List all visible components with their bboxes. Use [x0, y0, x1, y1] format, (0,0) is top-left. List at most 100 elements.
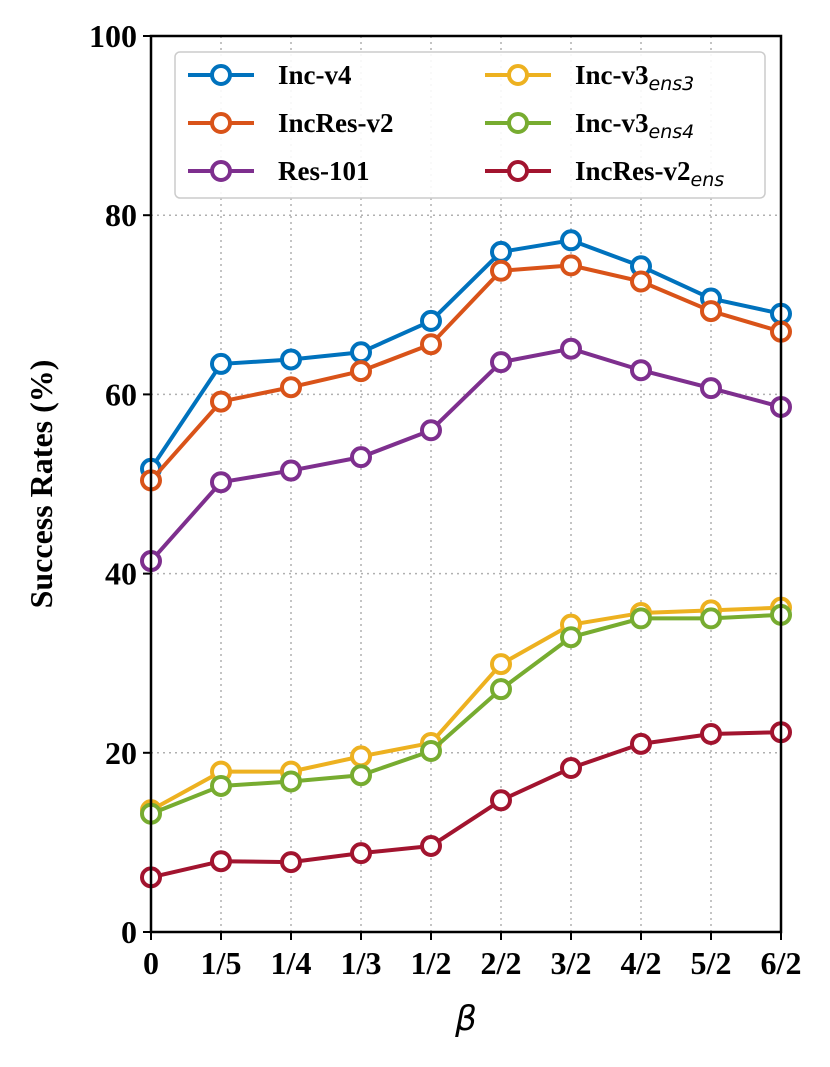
data-point: [420, 309, 442, 332]
x-tick-label: 3/2: [551, 945, 592, 981]
data-point: [210, 471, 232, 494]
series-res-101: [140, 337, 792, 573]
legend-label: IncRes-v2ens: [575, 156, 724, 191]
data-point: [490, 240, 512, 263]
x-tick-label: 1/2: [411, 945, 452, 981]
data-point: [700, 300, 722, 323]
data-point: [420, 333, 442, 356]
x-tick-label: 1/3: [341, 945, 382, 981]
x-tick-label: 0: [143, 945, 159, 981]
legend-item: Res-101: [188, 156, 369, 186]
y-tick-label: 20: [105, 735, 137, 771]
data-point: [630, 359, 652, 382]
x-axis-title: β: [454, 999, 477, 1039]
data-point: [280, 770, 302, 793]
legend-label: Inc-v3ens4: [575, 108, 694, 143]
data-point: [490, 351, 512, 374]
data-point: [490, 653, 512, 676]
data-point: [350, 446, 372, 469]
y-tick-label: 60: [105, 376, 137, 412]
y-tick-label: 100: [89, 18, 137, 54]
axis-ticks: 0 1/5 1/4 1/3 1/2 2/2 3/2 4/2 5/2 6/2 0 20 40 60 80 100: [89, 18, 801, 981]
series-line: [150, 605, 782, 812]
legend-marker: [507, 64, 529, 86]
legend-label-base: Inc-v3: [575, 60, 649, 90]
series-line: [150, 612, 782, 816]
legend-label: Inc-v4: [278, 60, 352, 90]
legend-item: IncRes-v2: [188, 108, 394, 138]
legend-label-base: IncRes-v2: [575, 156, 691, 186]
data-point: [560, 626, 582, 649]
series-incres-v2ens: [140, 721, 792, 889]
legend-marker: [210, 160, 232, 182]
series-line: [149, 238, 782, 470]
x-tick-label: 2/2: [481, 945, 522, 981]
data-point: [210, 390, 232, 413]
legend-marker: [210, 64, 232, 86]
data-point: [490, 678, 512, 701]
legend-label-subscript: ens: [691, 169, 725, 191]
legend-label-subscript: ens3: [649, 73, 695, 95]
y-tick-label: 0: [121, 914, 137, 950]
legend-marker: [210, 112, 232, 134]
legend-label-base: IncRes-v2: [278, 108, 394, 138]
x-tick-label: 6/2: [761, 945, 802, 981]
data-point: [560, 229, 582, 252]
series-line: [150, 730, 782, 880]
data-point: [210, 774, 232, 797]
legend-marker: [507, 160, 529, 182]
data-point: [350, 360, 372, 383]
data-point: [490, 259, 512, 282]
data-point: [560, 337, 582, 360]
legend-frame: [174, 51, 766, 199]
legend-label: Inc-v3ens3: [575, 60, 694, 95]
data-point: [210, 850, 232, 873]
data-point: [630, 607, 652, 630]
legend-label-base: Inc-v4: [278, 60, 352, 90]
data-point: [280, 376, 302, 399]
series-incres-v2: [140, 254, 792, 492]
legend-item: Inc-v3ens4: [485, 108, 694, 143]
legend-item: IncRes-v2ens: [485, 156, 724, 191]
legend-label: Res-101: [278, 156, 369, 186]
series-inc-v3ens4: [140, 603, 792, 825]
legend-label-base: Res-101: [278, 156, 369, 186]
y-tick-label: 80: [105, 197, 137, 233]
data-point: [630, 732, 652, 755]
data-point: [350, 745, 372, 768]
legend-item: Inc-v4: [188, 60, 352, 90]
series-inc-v4: [140, 229, 792, 480]
data-point: [350, 341, 372, 364]
legend-item: Inc-v3ens3: [485, 60, 694, 95]
data-point: [700, 377, 722, 400]
data-point: [420, 834, 442, 857]
series-line: [149, 346, 782, 563]
legend-label: IncRes-v2: [278, 108, 394, 138]
legend-marker: [507, 112, 529, 134]
data-point: [350, 764, 372, 787]
data-point: [210, 352, 232, 375]
data-point: [350, 842, 372, 865]
data-point: [280, 459, 302, 482]
data-point: [700, 607, 722, 630]
data-point: [560, 757, 582, 780]
x-tick-label: 5/2: [691, 945, 732, 981]
legend-label-subscript: ens4: [649, 121, 695, 143]
y-tick-label: 40: [105, 556, 137, 592]
series-group: [140, 229, 792, 889]
series-line: [149, 263, 782, 482]
data-point: [420, 740, 442, 763]
plot-frame: [149, 34, 783, 934]
data-point: [490, 789, 512, 812]
data-point: [560, 254, 582, 277]
legend-label-base: Inc-v3: [575, 108, 649, 138]
data-point: [630, 270, 652, 293]
y-axis-title: Success Rates (%): [23, 360, 59, 609]
legend: Inc-v4IncRes-v2Res-101Inc-v3ens3Inc-v3en…: [174, 51, 766, 199]
data-point: [420, 419, 442, 442]
x-tick-label: 4/2: [621, 945, 662, 981]
data-point: [700, 722, 722, 745]
x-tick-label: 1/5: [201, 945, 242, 981]
data-point: [280, 851, 302, 874]
